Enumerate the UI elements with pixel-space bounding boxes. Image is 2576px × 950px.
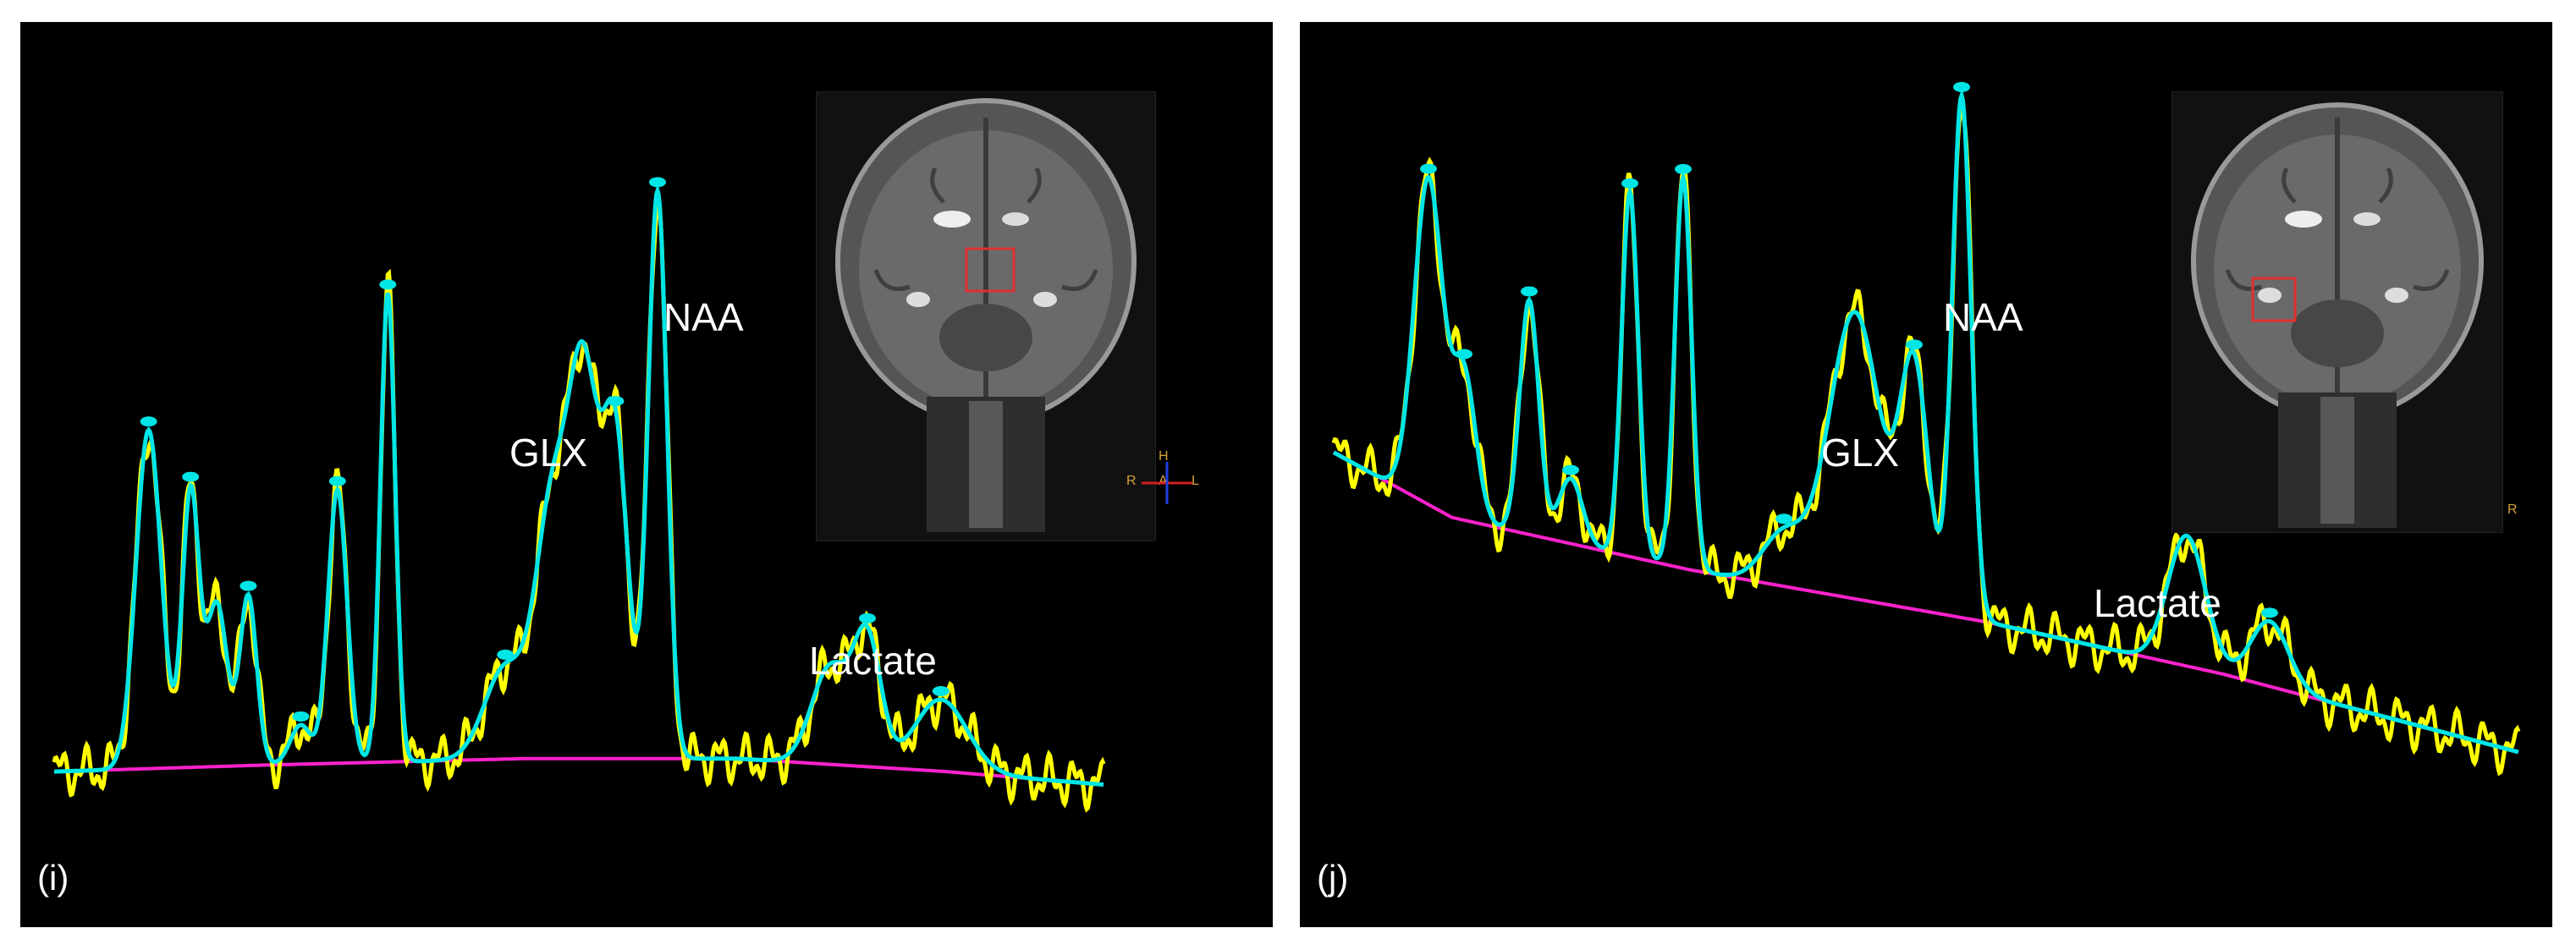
peak-fit-marker — [1675, 163, 1692, 174]
label-lactate: Lactate — [809, 639, 937, 683]
panel-label-j: (j) — [1317, 858, 1349, 898]
label-glx: GLX — [509, 431, 588, 475]
peak-fit-marker — [1775, 513, 1792, 524]
peak-fit-marker — [182, 471, 200, 482]
orientation-r: R — [1126, 474, 1137, 488]
fitted-spectrum-line — [54, 183, 1104, 787]
panel-label-i: (i) — [37, 858, 69, 898]
peak-fit-marker — [1953, 81, 1970, 92]
spectrum-panel-j: R NAA GLX Lactate (j) — [1300, 22, 2552, 927]
peak-fit-marker — [1420, 163, 1437, 174]
orientation-crosshair-icon — [1142, 462, 1192, 504]
orientation-l: L — [1192, 474, 1199, 488]
voi-box — [965, 247, 1016, 293]
peak-fit-marker — [649, 177, 666, 188]
label-glx: GLX — [1821, 431, 1900, 475]
peak-fit-marker — [328, 475, 346, 486]
peak-fit-marker — [1621, 178, 1638, 189]
spectrum-plot-j — [1331, 81, 2521, 777]
peak-fit-marker — [859, 612, 876, 623]
peak-fit-marker — [607, 396, 625, 407]
mri-coronal-image — [2171, 91, 2503, 533]
orientation-r: R — [2507, 502, 2518, 517]
label-lactate: Lactate — [2094, 581, 2221, 625]
spectrum-plot-i — [52, 177, 1106, 813]
mri-coronal-image — [816, 91, 1156, 541]
voi-box — [2251, 277, 2297, 322]
peak-fit-marker — [2261, 607, 2278, 618]
mri-brain-illustration — [2191, 102, 2484, 528]
mri-brain-illustration — [835, 98, 1137, 532]
label-naa: NAA — [1943, 295, 2023, 339]
fitted-spectrum-line — [1332, 88, 2519, 755]
orientation-h: H — [1159, 449, 1169, 464]
peak-fit-marker — [239, 580, 257, 591]
peak-fit-marker — [1906, 339, 1923, 350]
peak-fit-marker — [932, 686, 949, 697]
peak-fit-marker — [140, 416, 157, 427]
peak-fit-marker — [379, 279, 397, 290]
baseline-curve — [54, 756, 1104, 787]
orientation-a: A — [1159, 474, 1168, 488]
peak-fit-marker — [497, 649, 515, 660]
label-naa: NAA — [663, 295, 744, 339]
peak-fit-marker — [1562, 464, 1579, 475]
spectrum-panel-i: H R A L NAA GLX Lactate (i) — [20, 22, 1273, 927]
peak-fit-marker — [1521, 286, 1538, 297]
peak-fit-marker — [1456, 349, 1472, 360]
peak-fit-marker — [292, 711, 310, 722]
